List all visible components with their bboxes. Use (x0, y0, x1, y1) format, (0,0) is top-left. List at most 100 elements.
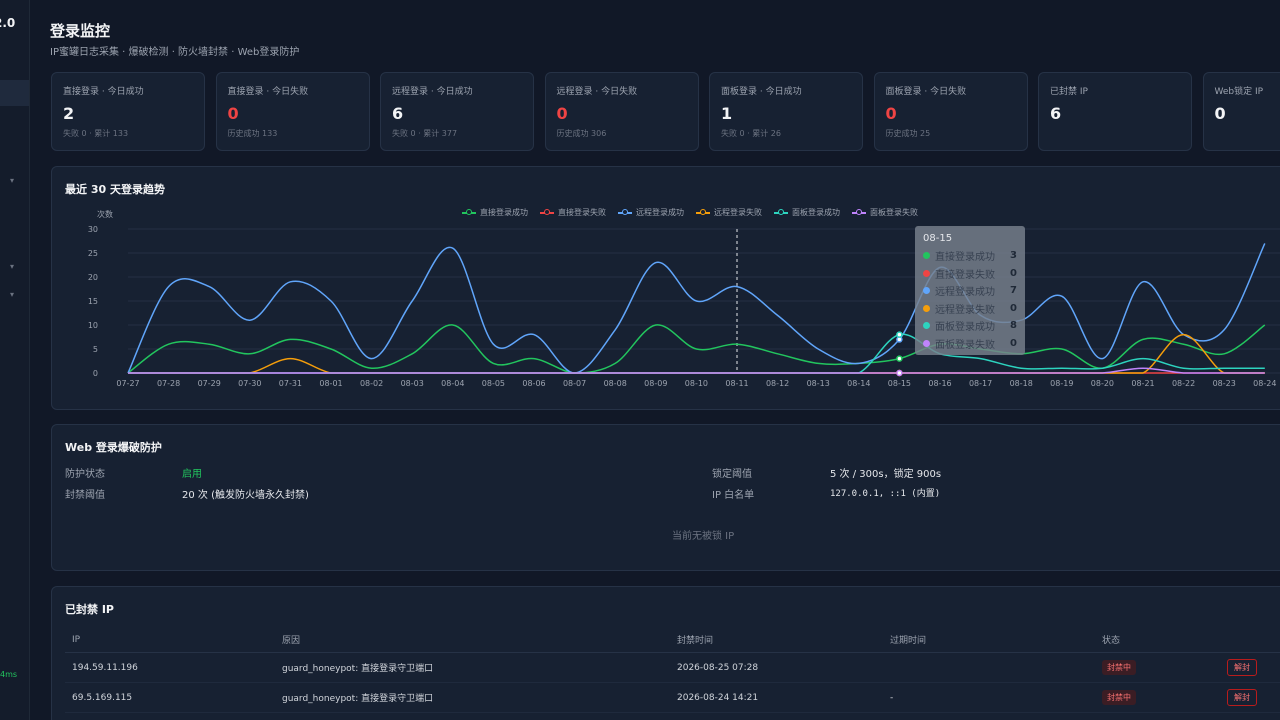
cell-expire-time (883, 652, 1095, 683)
stat-subtext: 失败 0 · 累计 26 (721, 129, 781, 138)
x-tick-label: 08-22 (1172, 379, 1195, 388)
col-status: 状态 (1095, 627, 1220, 653)
stat-value: 0 (227, 104, 239, 123)
legend-item[interactable]: 面板登录失败 (852, 207, 918, 218)
series-point (896, 369, 903, 377)
tooltip-title: 08-15 (923, 233, 953, 244)
table-row: 69.5.169.115 guard_honeypot: 直接登录守卫端口 2026… (65, 682, 1280, 713)
chevron-down-icon[interactable]: ▾ (10, 176, 15, 185)
app-version: 2.0 (0, 16, 16, 30)
col-action (1220, 627, 1280, 653)
stat-label: 远程登录 · 今日成功 (392, 87, 473, 97)
tooltip-series-value: 8 (1010, 320, 1017, 332)
cell-ban-time: 2026-08-24 14:21 (670, 682, 883, 713)
tooltip-series-name: 面板登录失败 (935, 339, 995, 351)
legend-item[interactable]: 远程登录失败 (696, 207, 762, 218)
x-tick-label: 07-28 (157, 379, 180, 388)
empty-locked-message: 当前无被锁 IP (672, 531, 735, 542)
cell-status: 封禁中 (1095, 652, 1220, 683)
legend-item[interactable]: 面板登录成功 (774, 207, 840, 218)
y-tick-label: 0 (93, 369, 98, 378)
stat-value: 6 (1050, 104, 1062, 123)
cell-expire-time: - (883, 682, 1095, 713)
unban-button[interactable]: 解封 (1227, 689, 1257, 706)
chevron-down-icon[interactable]: ▾ (10, 262, 15, 271)
y-tick-label: 20 (88, 273, 98, 282)
sidebar-item-active[interactable] (0, 80, 29, 106)
trend-title: 最近 30 天登录趋势 (65, 183, 165, 196)
y-tick-label: 15 (88, 297, 98, 306)
tooltip-series-name: 面板登录成功 (935, 322, 995, 334)
tooltip-dot (923, 322, 930, 330)
tooltip-row: 面板登录成功 8 (923, 317, 1017, 335)
tooltip-series-value: 7 (1010, 285, 1017, 297)
stat-value: 6 (392, 104, 404, 123)
whitelist-value: 127.0.0.1, ::1 (内置) (830, 489, 941, 499)
x-tick-label: 08-21 (1131, 379, 1154, 388)
stat-subtext: 失败 0 · 累计 133 (63, 129, 129, 138)
x-tick-label: 08-12 (766, 379, 789, 388)
cell-reason: guard_honeypot: 直接登录守卫端口 (275, 682, 670, 713)
legend-item[interactable]: 直接登录失败 (540, 207, 606, 218)
tooltip-series-name: 直接登录成功 (935, 252, 995, 264)
series-line (128, 367, 1265, 374)
series-point (896, 355, 903, 362)
x-tick-label: 08-15 (888, 379, 911, 388)
whitelist-label: IP 白名单 (712, 490, 755, 501)
stat-value: 0 (885, 104, 897, 123)
banned-ip-title: 已封禁 IP (65, 603, 114, 616)
tooltip-series-value: 0 (1010, 337, 1017, 349)
table-header-row: IP 原因 封禁时间 过期时间 状态 (65, 627, 1280, 653)
cell-ban-time: 2026-08-25 07:28 (670, 652, 883, 683)
stat-card: 已封禁 IP 6 (1038, 72, 1192, 151)
status-value: 启用 (182, 469, 202, 480)
x-tick-label: 08-03 (401, 379, 424, 388)
y-axis-label: 次数 (97, 210, 113, 219)
stat-subtext: 历史成功 25 (885, 129, 931, 138)
tooltip-row: 远程登录成功 7 (923, 282, 1017, 300)
x-tick-label: 08-05 (482, 379, 505, 388)
legend-marker-icon (774, 208, 788, 215)
x-tick-label: 08-10 (685, 379, 708, 388)
chevron-down-icon[interactable]: ▾ (10, 290, 15, 299)
stat-value: 0 (556, 104, 568, 123)
x-tick-label: 08-08 (604, 379, 627, 388)
stat-label: Web锁定 IP (1214, 87, 1264, 97)
tooltip-series-value: 0 (1010, 267, 1017, 279)
x-tick-label: 07-29 (198, 379, 221, 388)
legend-item[interactable]: 远程登录成功 (618, 207, 684, 218)
stat-subtext: 历史成功 306 (556, 129, 607, 138)
legend-label: 直接登录失败 (558, 208, 606, 217)
ban-threshold-value: 20 次 (触发防火墙永久封禁) (182, 490, 309, 501)
tooltip-dot (923, 269, 930, 277)
page-title: 登录监控 (50, 22, 111, 40)
tooltip-row: 直接登录成功 3 (923, 247, 1017, 265)
series-line (127, 324, 1266, 374)
unban-button[interactable]: 解封 (1227, 659, 1257, 676)
tooltip-dot (923, 252, 930, 260)
x-tick-label: 08-07 (563, 379, 586, 388)
tooltip-row: 面板登录失败 0 (923, 335, 1017, 353)
legend-label: 远程登录成功 (636, 208, 684, 217)
page-subtitle: IP蜜罐日志采集 · 爆破检测 · 防火墙封禁 · Web登录防护 (50, 47, 300, 58)
legend-marker-icon (618, 208, 632, 215)
tooltip-row: 远程登录失败 0 (923, 300, 1017, 318)
banned-ip-card: 已封禁 IP IP 原因 封禁时间 过期时间 状态 194.59.11.196 g… (51, 586, 1280, 720)
x-tick-label: 07-27 (116, 379, 139, 388)
chart-legend[interactable]: 直接登录成功 直接登录失败 远程登录成功 远程登录失败 面板登录成功 面板登录失败 (462, 207, 918, 218)
legend-marker-icon (462, 208, 476, 215)
legend-label: 远程登录失败 (714, 208, 762, 217)
stat-card: 远程登录 · 今日失败 0 历史成功 306 (544, 72, 699, 151)
stat-value: 2 (63, 104, 75, 123)
stat-label: 直接登录 · 今日失败 (227, 87, 309, 97)
x-tick-label: 08-23 (1213, 379, 1236, 388)
stat-label: 直接登录 · 今日成功 (63, 87, 144, 97)
legend-item[interactable]: 直接登录成功 (462, 207, 528, 218)
legend-label: 面板登录成功 (792, 208, 840, 217)
stat-card: 面板登录 · 今日成功 1 失败 0 · 累计 26 (709, 72, 863, 151)
x-tick-label: 08-17 (969, 379, 992, 388)
sidebar: 2.0 ▾ ▾ ▾ 4ms (0, 0, 30, 720)
series-point (896, 331, 903, 338)
y-tick-label: 25 (88, 249, 98, 258)
x-tick-label: 08-01 (319, 379, 342, 388)
